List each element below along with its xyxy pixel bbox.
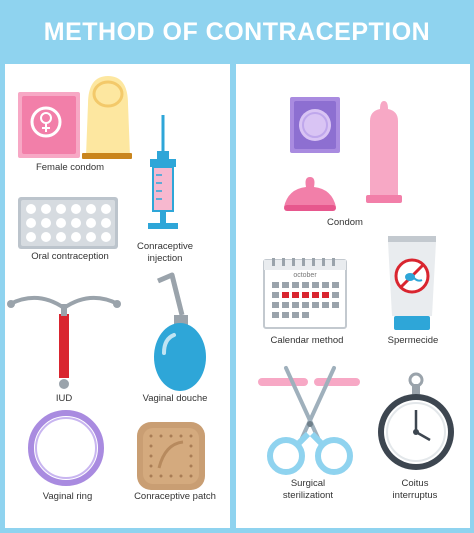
page-title: METHOD OF CONTRACEPTION: [43, 17, 431, 46]
iud-icon: [7, 296, 121, 389]
calendar-icon: october: [263, 258, 347, 329]
calendar-month: october: [293, 272, 317, 279]
injection-label: Conraceptive injection: [137, 241, 193, 264]
patch-label: Conraceptive patch: [134, 491, 216, 502]
syringe-icon: [148, 115, 178, 229]
scissors-icon: [258, 366, 360, 475]
stopwatch-icon: [378, 372, 454, 470]
spermicide-label: Spermecide: [387, 335, 439, 346]
patch-icon: [137, 422, 205, 490]
vaginal-ring-icon: [28, 410, 104, 486]
coitus-interruptus-label: Coitus interruptus: [392, 478, 438, 501]
calendar-method-label: Calendar method: [270, 335, 344, 346]
spermicide-tube-icon: [388, 236, 436, 330]
pill-pack-icon: [18, 197, 118, 249]
sterilization-label: Surgical sterilizationt: [282, 478, 334, 501]
female-condom-label: Female condom: [35, 162, 105, 173]
oral-contraception-label: Oral contraception: [31, 251, 109, 262]
condom-icon: [284, 97, 402, 211]
iud-label: IUD: [55, 393, 73, 404]
vaginal-douche-label: Vaginal douche: [142, 393, 208, 404]
female-condom-icon: [18, 76, 132, 159]
condom-label: Condom: [327, 217, 363, 228]
douche-bulb-icon: [154, 272, 206, 391]
vaginal-ring-label: Vaginal ring: [42, 491, 93, 502]
